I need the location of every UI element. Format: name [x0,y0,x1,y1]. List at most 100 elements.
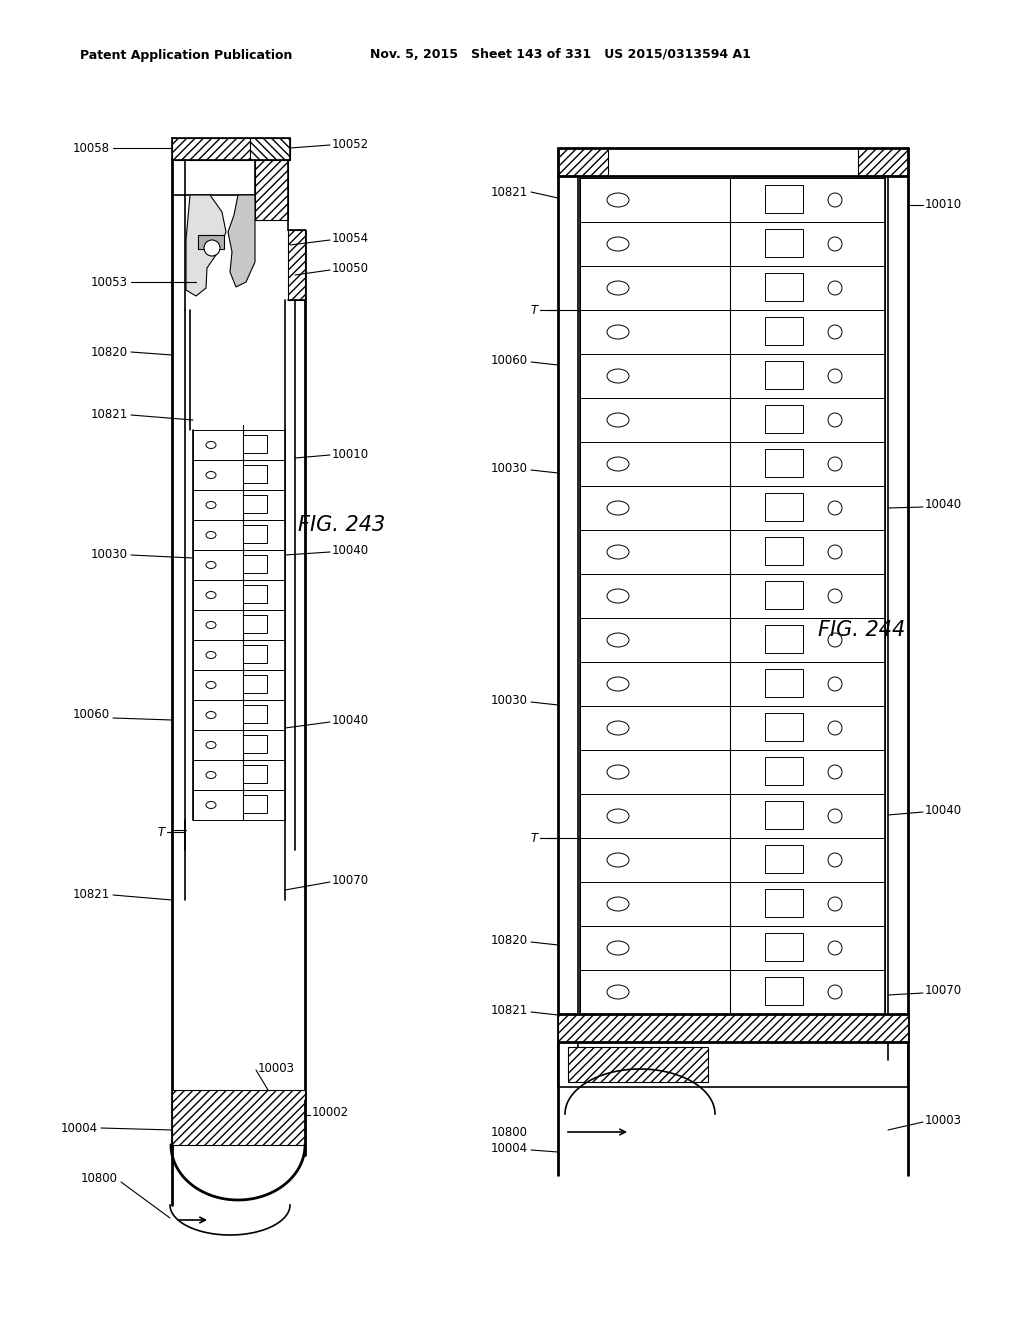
Text: 10800: 10800 [81,1172,118,1184]
Text: 10003: 10003 [925,1114,962,1126]
Circle shape [828,853,842,867]
Bar [580,178,885,222]
Ellipse shape [206,441,216,449]
Circle shape [828,413,842,426]
Bar [580,399,885,442]
Bar [243,525,267,543]
Circle shape [828,457,842,471]
Ellipse shape [607,985,629,999]
Text: 10060: 10060 [490,354,528,367]
Bar [580,310,885,354]
Bar [765,977,803,1005]
Ellipse shape [607,766,629,779]
Text: 10052: 10052 [332,139,369,152]
Bar [580,486,885,531]
Circle shape [828,634,842,647]
Bar [580,663,885,706]
Text: 10040: 10040 [332,714,369,726]
Bar [580,970,885,1014]
Bar [193,610,285,640]
Text: FIG. 244: FIG. 244 [818,620,905,640]
Ellipse shape [607,193,629,207]
Bar [255,160,288,220]
Bar [193,430,285,459]
Bar [765,845,803,873]
Bar [243,465,267,483]
Polygon shape [228,195,255,286]
Text: 10004: 10004 [490,1142,528,1155]
Bar [243,554,267,573]
Ellipse shape [607,853,629,867]
Text: 10030: 10030 [490,693,528,706]
Bar [580,531,885,574]
Bar [193,730,285,760]
Text: 10070: 10070 [332,874,369,887]
Circle shape [828,545,842,558]
Bar [243,436,267,453]
Ellipse shape [607,545,629,558]
Bar [765,624,803,653]
Bar [193,520,285,550]
Bar [243,795,267,813]
Text: 10058: 10058 [73,141,110,154]
Text: 10821: 10821 [490,186,528,198]
Bar [193,671,285,700]
Bar [288,230,305,300]
Bar [193,490,285,520]
Bar [580,706,885,750]
Circle shape [828,898,842,911]
Circle shape [828,370,842,383]
Bar [765,669,803,697]
Bar [243,735,267,752]
Bar [243,675,267,693]
Ellipse shape [206,591,216,598]
Text: 10053: 10053 [91,276,128,289]
Ellipse shape [607,589,629,603]
Bar [172,139,250,160]
Text: T: T [158,825,165,838]
Bar [243,585,267,603]
Text: 10010: 10010 [332,449,369,462]
Bar [765,317,803,345]
Text: 10820: 10820 [490,933,528,946]
Ellipse shape [206,532,216,539]
Bar [243,645,267,663]
Bar [193,640,285,671]
Circle shape [828,941,842,954]
Bar [765,801,803,829]
Text: 10003: 10003 [258,1061,295,1074]
Bar [193,760,285,789]
Bar [580,838,885,882]
Circle shape [828,502,842,515]
Ellipse shape [206,681,216,689]
Bar [580,222,885,267]
Circle shape [828,677,842,690]
Bar [765,537,803,565]
Bar [580,927,885,970]
Ellipse shape [206,771,216,779]
Circle shape [828,721,842,735]
Ellipse shape [607,898,629,911]
Bar [580,442,885,486]
Text: 10821: 10821 [91,408,128,421]
Circle shape [828,238,842,251]
Ellipse shape [206,652,216,659]
Ellipse shape [607,457,629,471]
Ellipse shape [206,622,216,628]
Bar [243,495,267,513]
Ellipse shape [607,634,629,647]
Text: 10002: 10002 [312,1106,349,1118]
Bar [580,354,885,399]
Circle shape [828,589,842,603]
Bar [243,705,267,723]
Bar [765,888,803,917]
Circle shape [828,766,842,779]
Text: 10821: 10821 [73,888,110,902]
Text: T: T [530,304,538,317]
Bar [243,615,267,634]
Bar [250,139,290,160]
Text: 10040: 10040 [332,544,369,557]
Circle shape [828,985,842,999]
Ellipse shape [607,370,629,383]
Ellipse shape [206,801,216,808]
